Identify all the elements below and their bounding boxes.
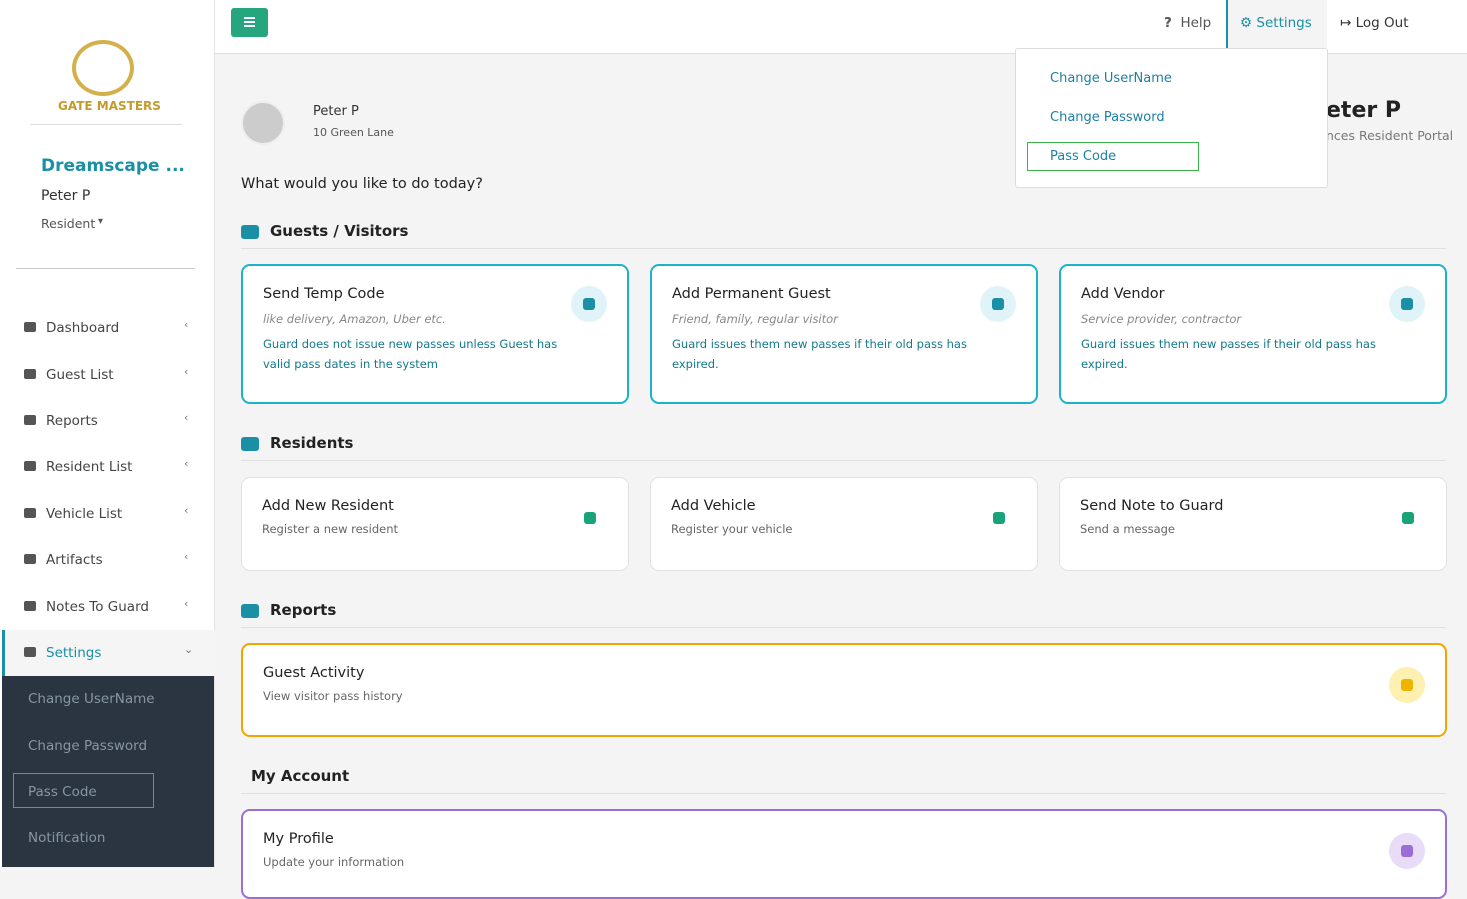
action-card[interactable]: Add Permanent Guest Friend, family, regul…	[650, 264, 1038, 404]
profile-name: Peter P	[313, 104, 359, 119]
card-icon	[1389, 667, 1425, 703]
card-title: Guest Activity	[263, 665, 365, 681]
action-card[interactable]: Send Note to Guard Send a message	[1059, 477, 1447, 571]
card-title: Add Permanent Guest	[672, 286, 831, 302]
menu-chevron: ‹	[184, 318, 189, 331]
sidebar: GATE MASTERS Dreamscape ... Peter P Resi…	[0, 0, 217, 867]
card-description: Guard does not issue new passes unless G…	[263, 337, 558, 371]
user-role[interactable]: Resident	[41, 216, 96, 231]
card-title: My Profile	[263, 831, 334, 847]
role-caret: ▾	[98, 216, 104, 227]
settings-tab[interactable]	[1226, 0, 1327, 48]
card-icon	[572, 500, 608, 536]
card-subtitle: Service provider, contractor	[1081, 312, 1242, 326]
menu-item[interactable]: Notes To Guard	[24, 599, 149, 615]
card-title: Add Vehicle	[671, 498, 756, 514]
menu-chevron: ‹	[184, 457, 189, 470]
menu-item[interactable]: Vehicle List	[24, 506, 122, 522]
card-title: Add New Resident	[262, 498, 394, 514]
action-card[interactable]: Add Vehicle Register your vehicle	[650, 477, 1038, 571]
card-icon	[1390, 500, 1426, 536]
menu-item[interactable]: Resident List	[24, 459, 132, 475]
card-subtitle: Update your information	[263, 855, 405, 869]
card-subtitle: View visitor pass history	[263, 689, 403, 703]
menu-chevron: ‹	[184, 411, 189, 424]
card-title: Send Note to Guard	[1080, 498, 1224, 514]
avatar	[241, 101, 285, 145]
menu-chevron: ‹	[184, 550, 189, 563]
card-icon	[571, 286, 607, 322]
card-subtitle: Register your vehicle	[671, 522, 793, 536]
user-name: Peter P	[41, 188, 91, 204]
menu-item[interactable]: Artifacts	[24, 552, 103, 568]
profile-address: 10 Green Lane	[313, 126, 394, 139]
card-subtitle: Register a new resident	[262, 522, 399, 536]
card-subtitle: Send a message	[1080, 522, 1176, 536]
dropdown-item[interactable]: Pass Code	[1050, 149, 1117, 164]
card-subtitle: like delivery, Amazon, Uber etc.	[263, 312, 446, 326]
section-title: Guests / Visitors	[270, 222, 409, 240]
menu-chevron: ⌄	[184, 643, 194, 656]
card-icon	[981, 500, 1017, 536]
action-card[interactable]: Guest Activity View visitor pass history	[241, 643, 1447, 737]
community-name[interactable]: Dreamscape ...	[41, 156, 185, 176]
menu-chevron: ‹	[184, 504, 189, 517]
section-icon	[241, 225, 259, 239]
submenu-item[interactable]: Notification	[28, 830, 106, 846]
help-text: Help	[1180, 15, 1212, 31]
card-icon	[1389, 286, 1425, 322]
logout-text: Log Out	[1355, 15, 1409, 31]
card-title: Send Temp Code	[263, 286, 385, 302]
section-rule	[241, 460, 1446, 461]
menu-chevron: ‹	[184, 597, 189, 610]
action-card[interactable]: Add Vendor Service provider, contractor Gu…	[1059, 264, 1447, 404]
settings-text: Settings	[1256, 15, 1312, 31]
settings-dropdown	[1015, 48, 1328, 188]
logout-link[interactable]: ↦ Log Out	[1340, 15, 1409, 31]
portal-label: nces Resident Portal	[1326, 128, 1454, 143]
card-icon	[1389, 833, 1425, 869]
menu-item[interactable]: Guest List	[24, 367, 114, 383]
dropdown-item[interactable]: Change UserName	[1050, 71, 1172, 86]
action-card[interactable]: Add New Resident Register a new resident	[241, 477, 629, 571]
menu-item[interactable]: Settings	[24, 645, 101, 661]
submenu-item[interactable]: Pass Code	[28, 784, 97, 800]
card-description: Guard issues them new passes if their ol…	[1081, 337, 1376, 371]
logo-text: GATE MASTERS	[58, 99, 161, 113]
card-description: Guard issues them new passes if their ol…	[672, 337, 967, 371]
menu-item[interactable]: Reports	[24, 413, 98, 429]
action-card[interactable]: My Profile Update your information	[241, 809, 1447, 899]
divider	[30, 124, 182, 125]
menu-chevron: ‹	[184, 365, 189, 378]
card-subtitle: Friend, family, regular visitor	[672, 312, 838, 326]
prompt: What would you like to do today?	[241, 176, 483, 192]
hamburger-icon	[244, 17, 255, 19]
focus-box	[1027, 142, 1199, 171]
greeting: eter P	[1326, 98, 1401, 123]
section-rule	[241, 248, 1446, 249]
action-card[interactable]: Send Temp Code like delivery, Amazon, Ube…	[241, 264, 629, 404]
section-title: Residents	[270, 434, 354, 452]
logo-mark	[72, 40, 134, 96]
focus-box	[13, 773, 154, 808]
card-title: Add Vendor	[1081, 286, 1165, 302]
submenu-panel	[2, 676, 214, 867]
section-title: My Account	[251, 767, 350, 785]
help-link[interactable]: ? Help	[1164, 15, 1212, 31]
submenu-item[interactable]: Change UserName	[28, 691, 155, 707]
section-rule	[241, 627, 1446, 628]
section-title: Reports	[270, 601, 337, 619]
menu-toggle[interactable]	[231, 8, 268, 37]
settings-link[interactable]: ⚙ Settings	[1240, 15, 1312, 31]
top-bar: ? Help ⚙ Settings ↦ Log Out	[215, 0, 1467, 54]
section-icon	[241, 604, 259, 618]
submenu-item[interactable]: Change Password	[28, 738, 148, 754]
divider	[16, 268, 195, 269]
dropdown-item[interactable]: Change Password	[1050, 110, 1165, 125]
section-icon	[241, 437, 259, 451]
card-icon	[980, 286, 1016, 322]
menu-item[interactable]: Dashboard	[24, 320, 119, 336]
page: GATE MASTERS Dreamscape ... Peter P Resi…	[0, 0, 1467, 867]
section-rule	[241, 793, 1446, 794]
